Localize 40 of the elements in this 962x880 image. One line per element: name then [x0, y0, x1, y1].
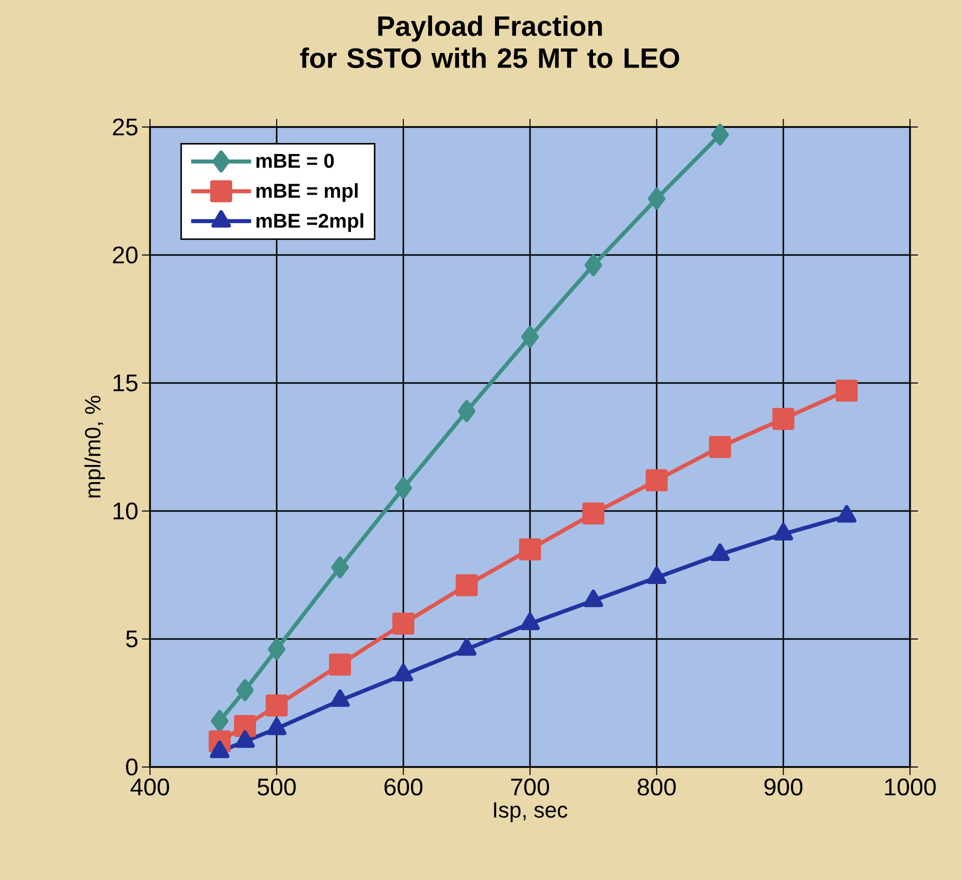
y-tick-label: 0 — [126, 758, 138, 776]
point — [709, 436, 731, 458]
legend-label: mBE = mpl — [256, 183, 358, 202]
y-tick-label: 15 — [114, 374, 138, 392]
point — [331, 556, 349, 578]
point — [394, 476, 412, 499]
y-axis-title: mpl/m0, % — [84, 396, 105, 498]
y-tick-label: 10 — [114, 502, 138, 520]
point — [392, 612, 414, 635]
x-tick-label: 700 — [511, 778, 550, 796]
x-axis-title: Isp, sec — [494, 802, 568, 822]
legend-label: mBE =2mpl — [256, 213, 364, 232]
point — [456, 574, 478, 596]
x-tick-label: 800 — [638, 778, 676, 796]
x-tick-label: 900 — [764, 778, 802, 796]
x-tick-label: 400 — [130, 778, 170, 796]
point — [836, 380, 858, 402]
point — [582, 502, 604, 525]
point — [772, 408, 794, 430]
x-tick-label: 1000 — [885, 778, 936, 796]
point — [268, 638, 286, 660]
point — [711, 124, 729, 146]
point — [519, 538, 542, 560]
chart-title: Payload Fraction for SSTO with 25 MT to LEO — [300, 16, 680, 68]
point — [458, 400, 476, 422]
point — [584, 254, 602, 276]
point — [329, 654, 352, 676]
point — [236, 679, 254, 702]
point — [521, 326, 539, 348]
point — [234, 715, 256, 738]
y-tick-label: 5 — [126, 630, 138, 648]
x-tick-label: 500 — [258, 778, 296, 796]
point — [648, 188, 666, 210]
point — [210, 710, 228, 732]
y-tick-label: 20 — [112, 246, 138, 264]
point — [646, 469, 668, 492]
y-tick-label: 25 — [112, 118, 138, 136]
x-tick-label: 600 — [384, 778, 422, 796]
point — [266, 694, 288, 717]
legend-label: mBE = 0 — [256, 154, 334, 168]
